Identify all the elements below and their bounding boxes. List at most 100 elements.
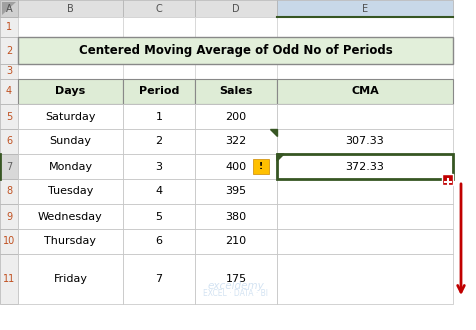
Text: 200: 200 [226,112,247,121]
Bar [0,254,18,304]
Bar [0,154,18,179]
Polygon shape [2,2,16,15]
Bar [0,229,18,254]
Text: C: C [156,4,162,14]
Bar [18,0,123,17]
Bar [123,104,195,129]
Bar [195,254,277,304]
Text: 1: 1 [6,22,12,32]
Text: Sales: Sales [219,86,253,96]
Text: Wednesday: Wednesday [38,212,103,221]
Text: A: A [6,4,12,14]
Bar [0,204,18,229]
Bar [123,64,195,79]
Text: 2: 2 [6,46,12,55]
Bar [0,179,18,204]
Bar [277,204,453,229]
Bar [123,179,195,204]
Bar [277,104,453,129]
Text: CMA: CMA [351,86,379,96]
Text: Period: Period [139,86,179,96]
Text: 3: 3 [6,67,12,77]
Text: Monday: Monday [49,161,92,172]
Bar [277,64,453,79]
Bar [277,17,453,37]
Text: Friday: Friday [53,274,88,284]
Text: 2: 2 [156,137,163,147]
Bar [123,0,195,17]
Text: Days: Days [55,86,86,96]
Bar [18,17,123,37]
Bar [123,204,195,229]
Bar [277,129,453,154]
Text: 1: 1 [156,112,162,121]
Text: 395: 395 [226,186,247,196]
Bar [442,174,453,184]
Bar [123,129,195,154]
Text: 400: 400 [226,161,247,172]
Bar [195,179,277,204]
Text: 5: 5 [6,112,12,121]
Text: 7: 7 [156,274,163,284]
Text: 4: 4 [6,86,12,96]
Text: 6: 6 [6,137,12,147]
Bar [277,154,453,179]
Bar [123,79,195,104]
Bar [123,17,195,37]
Text: Saturday: Saturday [45,112,96,121]
Bar [18,79,123,104]
Bar [18,179,123,204]
Text: Thursday: Thursday [44,237,97,247]
Text: E: E [362,4,368,14]
Bar [0,0,18,17]
Bar [18,254,123,304]
Bar [277,79,453,104]
Bar [277,254,453,304]
Bar [18,154,123,179]
Bar [195,229,277,254]
Bar [277,154,453,179]
Bar [18,104,123,129]
Polygon shape [277,154,284,161]
Text: 307.33: 307.33 [346,137,385,147]
Text: Centered Moving Average of Odd No of Periods: Centered Moving Average of Odd No of Per… [79,44,392,57]
Text: 5: 5 [156,212,162,221]
Text: EXCEL · DATA · BI: EXCEL · DATA · BI [203,289,268,299]
Text: 4: 4 [156,186,163,196]
Bar [195,0,277,17]
Text: 210: 210 [226,237,247,247]
Text: 9: 9 [6,212,12,221]
Bar [195,17,277,37]
Text: 380: 380 [226,212,247,221]
Polygon shape [0,0,18,17]
Text: 11: 11 [3,274,15,284]
Bar [195,64,277,79]
Text: !: ! [259,162,263,171]
FancyBboxPatch shape [253,159,268,174]
Bar [0,64,18,79]
Bar [18,37,453,64]
Text: Sunday: Sunday [50,137,91,147]
Text: 175: 175 [226,274,247,284]
Bar [0,37,18,64]
Bar [18,229,123,254]
Bar [18,64,123,79]
Bar [277,229,453,254]
Bar [0,129,18,154]
Bar [18,129,123,154]
Bar [0,104,18,129]
Text: 372.33: 372.33 [346,161,385,172]
Text: B: B [67,4,74,14]
Text: 3: 3 [156,161,162,172]
Bar [123,154,195,179]
Bar [277,179,453,204]
Bar [18,204,123,229]
Text: D: D [232,4,240,14]
Bar [195,129,277,154]
Text: 10: 10 [3,237,15,247]
Bar [0,17,18,37]
Bar [123,254,195,304]
Text: 322: 322 [225,137,247,147]
Bar [277,0,453,17]
Bar [195,154,277,179]
